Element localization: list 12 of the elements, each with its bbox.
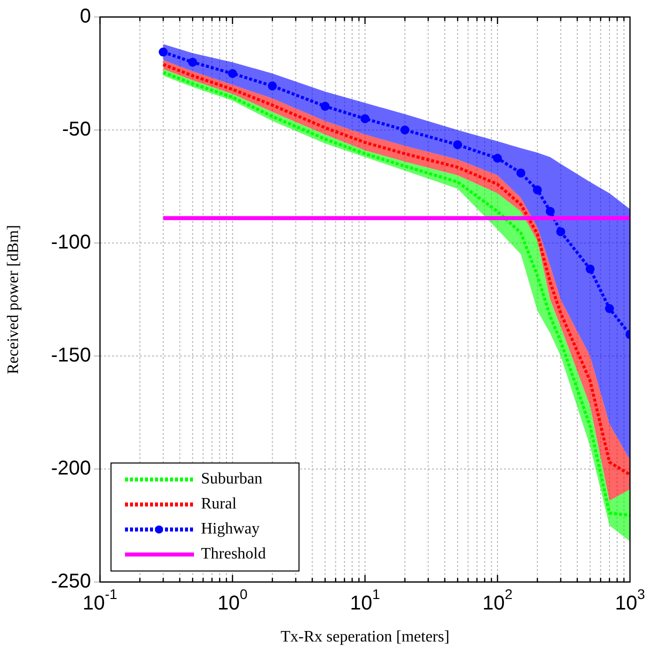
x-axis-title: Tx-Rx seperation [meters] (280, 628, 450, 646)
y-axis-title: Received power [dBm] (4, 224, 22, 374)
y-tick-label: -200 (50, 458, 91, 480)
legend-label: Threshold (201, 546, 266, 563)
y-tick-label: -50 (62, 118, 91, 141)
y-tick-label: -250 (50, 570, 91, 593)
legend-label: Highway (201, 520, 260, 538)
legend-label: Suburban (201, 470, 262, 488)
legend-label: Rural (201, 496, 238, 513)
y-tick-label: 0 (80, 6, 91, 28)
y-tick-label: -150 (50, 344, 91, 367)
y-tick-label: -100 (50, 232, 91, 254)
